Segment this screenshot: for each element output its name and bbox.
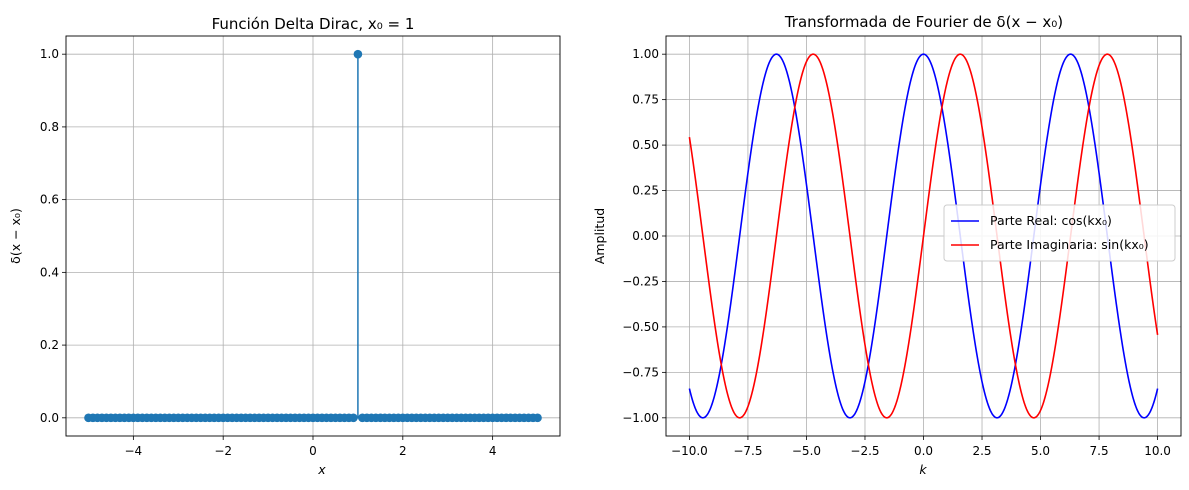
- chart-title: Función Delta Dirac, x₀ = 1: [212, 15, 415, 33]
- x-tick-label: −7.5: [733, 444, 762, 458]
- x-tick-label: −4: [125, 444, 143, 458]
- grid: [666, 36, 1181, 436]
- y-tick-label: −0.75: [622, 365, 659, 379]
- y-tick-label: 0.0: [40, 411, 59, 425]
- x-tick-label: 7.5: [1090, 444, 1109, 458]
- series-real-line: [688, 53, 1159, 419]
- y-axis-label: δ(x − x₀): [8, 208, 23, 264]
- x-tick-label: 0: [309, 444, 317, 458]
- legend-box: [943, 204, 1176, 262]
- x-tick-label: 0.0: [914, 444, 933, 458]
- tick-labels: −4 −2 0 2 4 0.0 0.2 0.4 0.6 0.8 1.0: [40, 47, 497, 458]
- y-tick-label: 0.8: [40, 120, 59, 134]
- x-tick-label: 10.0: [1144, 444, 1171, 458]
- chart-delta-dirac: Función Delta Dirac, x₀ = 1 −4 −2 0 2 4 0.0 0.…: [8, 15, 561, 477]
- y-tick-label: 0.2: [40, 338, 59, 352]
- x-tick-label: 2: [399, 444, 407, 458]
- legend-label-imaginary: Parte Imaginaria: sin(kx₀): [990, 237, 1149, 252]
- x-tick-label: −5.0: [792, 444, 821, 458]
- x-axis-label: x: [317, 462, 326, 477]
- y-tick-label: −1.00: [622, 411, 659, 425]
- chart-title: Transformada de Fourier de δ(x − x₀): [784, 13, 1063, 31]
- tick-labels: −10.0 −7.5 −5.0 −2.5 0.0 2.5 5.0 7.5 10.0 −1.00 −0…: [622, 47, 1171, 458]
- stem-marker: [353, 49, 363, 59]
- y-tick-label: −0.50: [622, 320, 659, 334]
- x-tick-label: −10.0: [671, 444, 708, 458]
- chart-fourier-transform: Transformada de Fourier de δ(x − x₀) −10…: [592, 13, 1182, 477]
- y-tick-label: 0.00: [632, 229, 659, 243]
- y-tick-label: −0.25: [622, 274, 659, 288]
- x-tick-label: −2: [214, 444, 232, 458]
- x-tick-label: −2.5: [850, 444, 879, 458]
- y-tick-label: 0.6: [40, 193, 59, 207]
- y-tick-label: 0.4: [40, 265, 59, 279]
- y-axis-label: Amplitud: [592, 208, 607, 264]
- grid: [66, 36, 560, 436]
- y-tick-label: 1.00: [632, 47, 659, 61]
- series-imaginary-line: [688, 53, 1159, 419]
- legend: Parte Real: cos(kx₀) Parte Imaginaria: s…: [943, 204, 1176, 262]
- line-series: [688, 53, 1159, 419]
- y-tick-label: 0.75: [632, 93, 659, 107]
- stem-series: [84, 49, 542, 423]
- y-tick-label: 0.25: [632, 184, 659, 198]
- legend-label-real: Parte Real: cos(kx₀): [990, 213, 1112, 228]
- y-tick-label: 0.50: [632, 138, 659, 152]
- y-tick-label: 1.0: [40, 47, 59, 61]
- x-tick-label: 5.0: [1031, 444, 1050, 458]
- x-tick-label: 4: [489, 444, 497, 458]
- x-axis-label: k: [919, 462, 927, 477]
- x-tick-label: 2.5: [972, 444, 991, 458]
